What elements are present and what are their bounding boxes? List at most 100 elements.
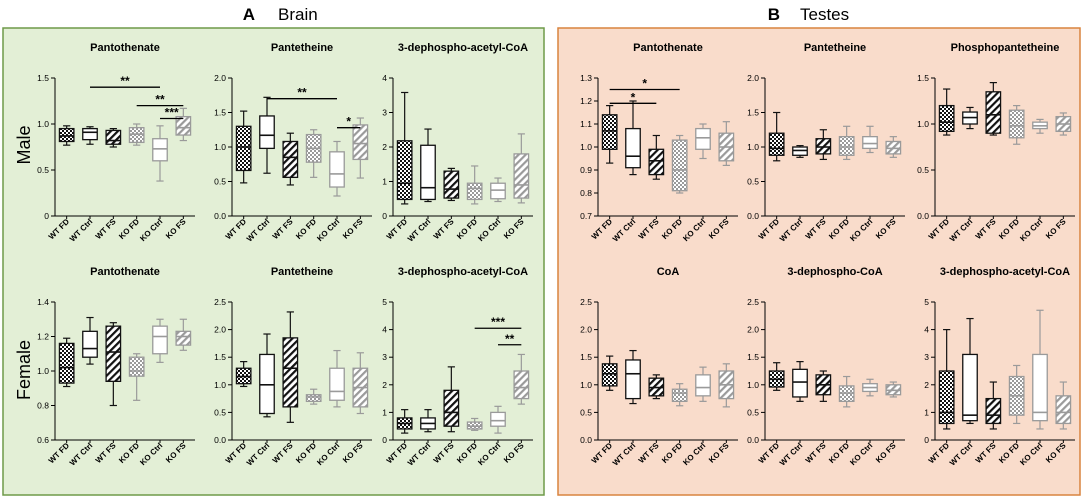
y-tick-label: 0.6 <box>37 435 49 445</box>
box-wt-fd <box>235 110 252 184</box>
box-wt-ctrl <box>625 100 641 176</box>
chart-title: Pantothenate <box>90 266 160 278</box>
y-tick-label: 0.0 <box>917 211 929 221</box>
box-ko-ctrl <box>329 349 345 408</box>
box-iqr <box>396 140 413 201</box>
y-tick-label: 1.2 <box>580 96 592 106</box>
box-iqr <box>1008 109 1025 139</box>
box-ko-fs <box>175 318 192 351</box>
brain-panel-letter: A <box>243 5 255 24</box>
significance-bracket: ** <box>498 332 522 346</box>
box-wt-ctrl <box>420 409 436 433</box>
box-iqr <box>58 342 75 384</box>
significance-label: * <box>346 115 351 129</box>
box-wt-fs <box>282 132 299 186</box>
box-iqr <box>82 127 98 141</box>
box-iqr <box>938 370 955 425</box>
y-tick-label: 1.5 <box>580 352 592 362</box>
y-tick-label: 0.5 <box>37 165 49 175</box>
y-tick-label: 0.0 <box>747 211 759 221</box>
box-iqr <box>490 182 506 200</box>
y-tick-label: 4 <box>924 325 929 335</box>
box-iqr <box>443 170 460 199</box>
box-iqr <box>152 138 168 162</box>
box-iqr <box>513 370 530 400</box>
y-tick-label: 0.5 <box>917 165 929 175</box>
box-wt-fd <box>58 125 75 146</box>
box-iqr <box>838 135 855 156</box>
box-ko-fd <box>466 417 483 431</box>
y-tick-label: 1.0 <box>747 142 759 152</box>
box-iqr <box>695 374 711 397</box>
significance-bracket: * <box>609 90 657 104</box>
significance-label: ** <box>120 74 130 88</box>
y-tick-label: 0 <box>382 211 387 221</box>
significance-bracket: ** <box>136 93 184 107</box>
box-wt-fd <box>768 362 785 391</box>
y-tick-label: 2 <box>924 380 929 390</box>
box-wt-fs <box>985 381 1002 430</box>
chart-title: Pantothenate <box>633 42 703 54</box>
box-iqr <box>282 140 299 179</box>
box-iqr <box>648 148 665 176</box>
box-iqr <box>985 91 1002 134</box>
box-wt-fd <box>396 409 413 434</box>
row-label-female: Female <box>14 340 34 400</box>
box-ko-fd <box>1008 364 1025 425</box>
box-ko-fs <box>175 107 192 142</box>
significance-bracket: * <box>609 77 680 91</box>
y-tick-label: 0.0 <box>580 435 592 445</box>
box-ko-fd <box>128 123 145 146</box>
chart-title: Pantetheine <box>271 42 333 54</box>
y-tick-label: 2.0 <box>747 73 759 83</box>
y-tick-label: 1.0 <box>580 142 592 152</box>
box-iqr <box>128 127 145 144</box>
y-tick-label: 2.5 <box>747 297 759 307</box>
box-iqr <box>938 104 955 133</box>
box-ko-fs <box>513 353 530 405</box>
box-iqr <box>671 388 688 403</box>
y-tick-label: 1.5 <box>214 108 226 118</box>
y-tick-label: 0.9 <box>580 165 592 175</box>
box-iqr <box>259 353 275 415</box>
significance-label: *** <box>165 105 179 119</box>
box-wt-fd <box>601 104 618 164</box>
box-wt-fd <box>768 111 785 162</box>
y-tick-label: 1.0 <box>580 380 592 390</box>
box-ko-ctrl <box>862 378 878 397</box>
y-tick-label: 5 <box>382 297 387 307</box>
box-wt-fd <box>601 355 618 391</box>
brain-panel-title: Brain <box>278 5 318 24</box>
y-tick-label: 0 <box>382 435 387 445</box>
significance-bracket: *** <box>474 315 522 329</box>
box-iqr <box>513 153 530 199</box>
box-iqr <box>601 114 618 150</box>
y-tick-label: 2.5 <box>580 297 592 307</box>
y-tick-label: 1.1 <box>580 119 592 129</box>
y-tick-label: 0.0 <box>214 435 226 445</box>
box-wt-fd <box>235 361 252 388</box>
box-ko-ctrl <box>695 123 711 160</box>
box-iqr <box>420 144 436 201</box>
box-wt-fd <box>938 88 955 136</box>
box-iqr <box>490 411 506 427</box>
y-tick-label: 3 <box>382 108 387 118</box>
box-ko-ctrl <box>152 318 168 363</box>
y-tick-label: 0.5 <box>214 177 226 187</box>
box-wt-fs <box>648 134 665 180</box>
box-wt-ctrl <box>82 316 98 365</box>
box-iqr <box>128 356 145 377</box>
significance-label: * <box>631 90 636 104</box>
box-iqr <box>152 325 168 355</box>
significance-label: * <box>642 77 647 91</box>
box-iqr <box>625 127 641 169</box>
box-ko-fd <box>128 353 145 401</box>
testes-panel-background <box>557 27 1081 496</box>
y-tick-label: 1.3 <box>580 73 592 83</box>
box-ko-fs <box>1055 381 1072 430</box>
y-tick-label: 1.0 <box>214 142 226 152</box>
chart-title: 3-dephospho-CoA <box>787 266 882 278</box>
box-ko-fs <box>352 352 369 415</box>
